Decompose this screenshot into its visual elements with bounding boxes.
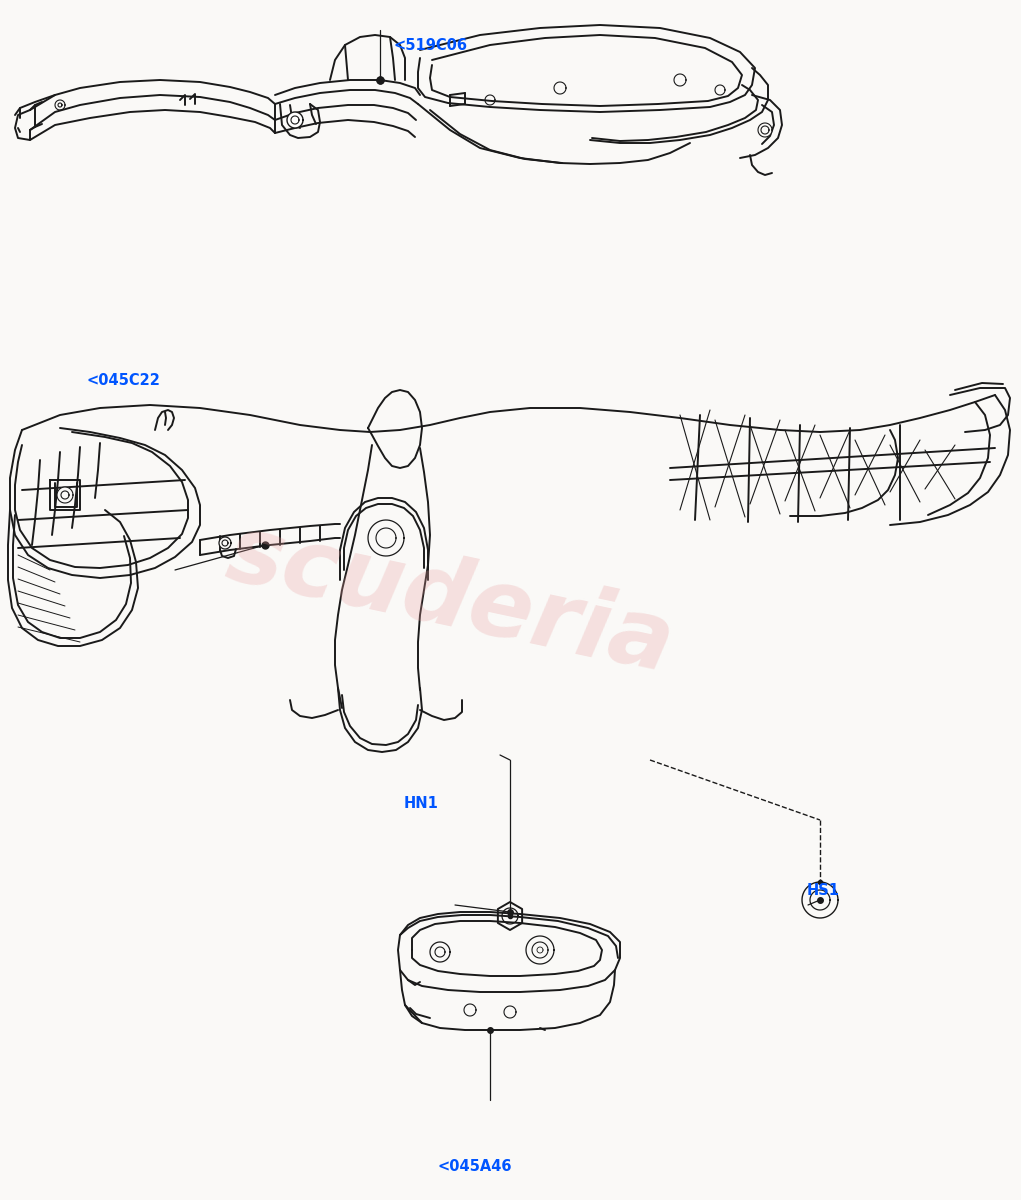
Text: <045C22: <045C22: [87, 373, 160, 388]
Text: HN1: HN1: [403, 797, 438, 811]
Polygon shape: [526, 936, 554, 964]
Text: HS1: HS1: [807, 883, 839, 898]
Polygon shape: [57, 487, 72, 503]
Polygon shape: [758, 124, 772, 137]
Polygon shape: [430, 942, 450, 962]
Text: <045A46: <045A46: [438, 1159, 512, 1174]
Text: scuderia: scuderia: [217, 508, 681, 692]
Polygon shape: [803, 882, 838, 918]
Polygon shape: [220, 538, 231, 548]
Text: <519C06: <519C06: [393, 37, 467, 53]
Polygon shape: [287, 112, 303, 128]
